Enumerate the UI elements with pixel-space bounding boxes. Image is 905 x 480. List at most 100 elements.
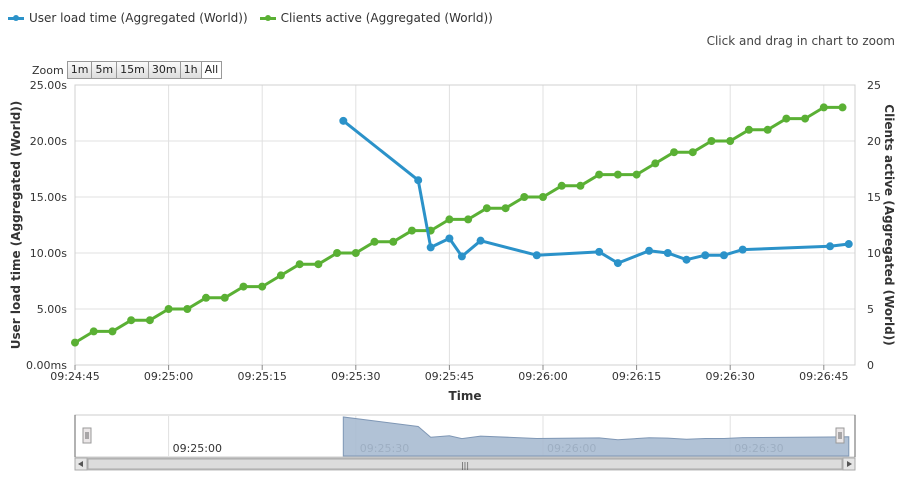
zoom-all-button[interactable]: All <box>200 61 223 79</box>
navigator-tick-label: 09:25:00 <box>173 442 222 455</box>
right-tick-label: 20 <box>867 135 881 148</box>
data-point[interactable] <box>663 249 672 257</box>
data-point[interactable] <box>333 249 342 257</box>
x-axis-title: Time <box>449 389 482 403</box>
data-point[interactable] <box>464 215 473 224</box>
data-point[interactable] <box>389 237 398 246</box>
data-point[interactable] <box>145 316 154 325</box>
x-tick-label: 09:26:30 <box>705 370 754 383</box>
x-tick-label: 09:24:45 <box>50 370 99 383</box>
x-tick-label: 09:26:15 <box>612 370 661 383</box>
data-point[interactable] <box>457 252 466 261</box>
x-tick-label: 09:25:45 <box>425 370 474 383</box>
data-point[interactable] <box>763 125 772 134</box>
data-point[interactable] <box>339 116 348 125</box>
data-point[interactable] <box>645 246 654 255</box>
data-point[interactable] <box>726 137 735 145</box>
left-axis-title: User load time (Aggregated (World)) <box>9 101 23 349</box>
right-axis-title: Clients active (Aggregated (World)) <box>882 104 896 345</box>
zoom-15m-button[interactable]: 15m <box>116 61 149 79</box>
data-point[interactable] <box>71 338 79 347</box>
data-point[interactable] <box>370 237 379 246</box>
data-point[interactable] <box>445 215 454 224</box>
data-point[interactable] <box>707 137 716 145</box>
data-point[interactable] <box>670 148 679 157</box>
legend-swatch-line-icon <box>8 13 24 23</box>
data-point[interactable] <box>613 259 622 268</box>
data-point[interactable] <box>688 148 697 157</box>
scrollbar-thumb <box>87 458 843 470</box>
data-point[interactable] <box>351 249 360 257</box>
x-tick-label: 09:26:45 <box>799 370 848 383</box>
data-point[interactable] <box>826 242 835 251</box>
zoom-label: Zoom <box>32 63 64 77</box>
data-point[interactable] <box>539 193 547 201</box>
data-point[interactable] <box>576 181 585 190</box>
right-tick-label: 5 <box>867 303 874 316</box>
data-point[interactable] <box>782 114 791 123</box>
zoom-range-selector: Zoom 1m 5m 15m 30m 1h All <box>32 61 223 79</box>
data-point[interactable] <box>482 204 491 213</box>
data-point[interactable] <box>651 159 660 168</box>
data-point[interactable] <box>295 260 304 269</box>
left-tick-label: 0.00ms <box>26 359 67 372</box>
data-point[interactable] <box>426 243 435 252</box>
data-point[interactable] <box>557 181 566 190</box>
navigator-left-handle[interactable] <box>82 427 92 444</box>
series-line <box>342 119 849 265</box>
left-axis-ticks: 0.00ms 5.00s 10.00s 15.00s 20.00s 25.00s <box>26 79 67 372</box>
zoom-hint-text: Click and drag in chart to zoom <box>706 34 895 48</box>
data-point[interactable] <box>202 293 211 302</box>
data-point[interactable] <box>838 103 847 112</box>
data-point[interactable] <box>314 260 323 269</box>
right-tick-label: 15 <box>867 191 881 204</box>
left-tick-label: 15.00s <box>30 191 67 204</box>
data-point[interactable] <box>520 193 529 201</box>
data-point[interactable] <box>719 251 728 260</box>
data-point[interactable] <box>819 103 828 112</box>
arrow-right-icon <box>847 461 852 467</box>
legend-swatch-line-icon <box>259 13 276 23</box>
navigator-area <box>342 416 850 457</box>
legend-item-user-load-time[interactable]: User load time (Aggregated (World)) <box>8 11 248 25</box>
data-point[interactable] <box>164 305 173 313</box>
data-point[interactable] <box>701 251 710 260</box>
data-point[interactable] <box>183 305 192 313</box>
data-point[interactable] <box>744 125 753 134</box>
data-point[interactable] <box>127 316 136 325</box>
navigator-scrollbar[interactable]: ||| <box>74 457 856 471</box>
right-tick-label: 0 <box>867 359 874 372</box>
zoom-30m-button[interactable]: 30m <box>147 61 181 79</box>
x-tick-label: 09:25:00 <box>144 370 193 383</box>
data-point[interactable] <box>501 204 510 213</box>
data-point[interactable] <box>258 282 267 291</box>
data-point[interactable] <box>407 226 416 235</box>
navigator-right-handle[interactable] <box>835 427 845 444</box>
data-point[interactable] <box>613 170 622 179</box>
legend-item-clients-active[interactable]: Clients active (Aggregated (World)) <box>259 11 493 25</box>
arrow-left-icon <box>78 461 83 467</box>
data-point[interactable] <box>682 255 691 264</box>
data-point[interactable] <box>595 170 604 179</box>
data-point[interactable] <box>632 170 641 179</box>
legend-label: User load time (Aggregated (World)) <box>29 11 248 25</box>
left-tick-label: 20.00s <box>30 135 67 148</box>
data-point[interactable] <box>414 176 423 185</box>
chart-grid <box>74 84 855 366</box>
data-point[interactable] <box>532 251 541 260</box>
data-point[interactable] <box>276 271 285 280</box>
data-point[interactable] <box>445 234 454 243</box>
data-point[interactable] <box>844 240 853 249</box>
data-point[interactable] <box>801 114 810 123</box>
data-point[interactable] <box>239 282 248 291</box>
data-point[interactable] <box>89 327 98 336</box>
data-point[interactable] <box>220 293 229 302</box>
data-point[interactable] <box>476 236 485 245</box>
data-point[interactable] <box>595 247 604 256</box>
data-point[interactable] <box>108 327 117 336</box>
data-point[interactable] <box>738 245 747 254</box>
plot-area-border <box>74 84 856 366</box>
right-axis-ticks: 0 5 10 15 20 25 <box>867 79 881 372</box>
